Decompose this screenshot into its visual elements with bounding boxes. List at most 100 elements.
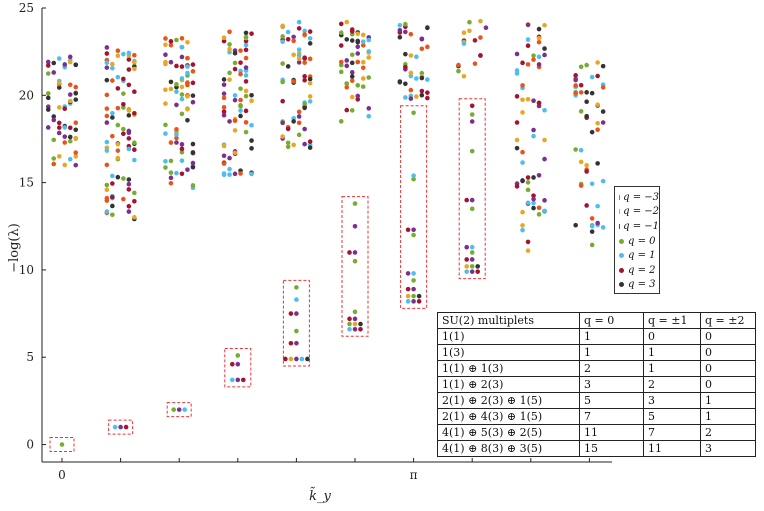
data-point <box>280 98 285 104</box>
data-point <box>110 110 115 116</box>
data-point <box>461 74 467 79</box>
data-point <box>542 208 547 214</box>
data-point <box>531 57 536 62</box>
data-point <box>600 225 606 230</box>
data-point <box>73 120 79 126</box>
data-point <box>291 79 296 84</box>
data-point <box>338 59 344 65</box>
data-point <box>411 173 416 178</box>
data-point <box>126 187 132 192</box>
data-point <box>230 377 235 383</box>
data-point <box>291 119 296 124</box>
data-point <box>411 232 416 238</box>
data-point <box>469 119 475 124</box>
data-point <box>190 150 196 155</box>
table-cell: 2(1) ⊕ 4(3) ⊕ 1(5) <box>437 408 580 425</box>
data-point <box>45 125 51 130</box>
data-point <box>249 92 254 98</box>
table-header-cell: q = ±2 <box>700 312 756 329</box>
data-point <box>600 120 606 125</box>
multiplet-box <box>400 105 428 309</box>
data-point <box>115 141 121 147</box>
data-point <box>344 81 350 86</box>
table-cell: 0 <box>700 376 756 393</box>
multiplet-box <box>108 419 134 435</box>
data-point <box>469 257 475 262</box>
data-point <box>595 73 600 79</box>
data-point <box>235 377 241 383</box>
data-point <box>121 196 126 202</box>
data-point <box>475 264 481 269</box>
data-point <box>51 117 57 123</box>
data-point <box>163 101 168 106</box>
data-point <box>221 112 227 118</box>
data-point <box>126 203 132 209</box>
data-point <box>366 49 372 54</box>
table-cell: 2 <box>579 360 644 377</box>
data-point <box>366 75 372 80</box>
data-point <box>520 60 525 66</box>
data-point <box>73 154 79 159</box>
data-point <box>397 79 403 84</box>
data-point <box>174 81 179 87</box>
data-point <box>531 175 536 180</box>
data-point <box>349 108 355 113</box>
data-point <box>294 356 299 362</box>
data-point <box>227 49 232 55</box>
data-point <box>578 109 584 114</box>
data-point <box>344 19 350 25</box>
data-point <box>232 171 238 177</box>
data-point <box>536 35 542 41</box>
data-point <box>238 103 243 109</box>
data-point <box>62 62 68 67</box>
data-point <box>467 19 472 25</box>
data-point <box>163 59 168 65</box>
data-point <box>115 74 121 80</box>
data-point <box>227 172 232 177</box>
data-point <box>238 71 243 77</box>
data-point <box>56 105 62 110</box>
data-point <box>411 110 416 116</box>
table-row: 1(1) ⊕ 1(3) 2 1 0 <box>437 360 756 377</box>
data-point <box>227 29 232 35</box>
data-point <box>185 117 190 123</box>
data-point <box>347 250 352 255</box>
data-point <box>168 158 174 164</box>
legend-marker <box>619 267 624 273</box>
data-point <box>294 297 299 302</box>
data-point <box>360 43 366 48</box>
data-point <box>243 93 249 99</box>
data-point <box>179 96 185 102</box>
data-point <box>536 212 542 217</box>
data-point <box>227 77 232 82</box>
data-point <box>126 209 132 214</box>
data-point <box>110 173 115 179</box>
data-point <box>542 198 547 203</box>
data-point <box>469 103 475 109</box>
data-point <box>525 22 531 28</box>
data-point <box>179 76 185 81</box>
data-point <box>73 127 79 133</box>
data-point <box>344 107 350 113</box>
data-point <box>132 110 137 116</box>
data-point <box>349 29 355 34</box>
legend-item: q = 1 <box>615 248 659 263</box>
data-point <box>405 293 411 299</box>
data-point <box>408 70 414 76</box>
data-point <box>243 73 249 78</box>
data-point <box>115 155 121 161</box>
data-point <box>584 113 589 119</box>
data-point <box>360 59 366 65</box>
data-point <box>542 52 547 58</box>
data-point <box>243 42 249 48</box>
data-point <box>115 105 121 111</box>
data-point <box>584 90 589 95</box>
data-point <box>478 53 483 58</box>
data-point <box>456 68 461 74</box>
data-point <box>249 98 254 104</box>
data-point <box>185 55 190 61</box>
data-point <box>355 59 361 65</box>
data-point <box>51 137 57 143</box>
data-point <box>589 129 595 135</box>
